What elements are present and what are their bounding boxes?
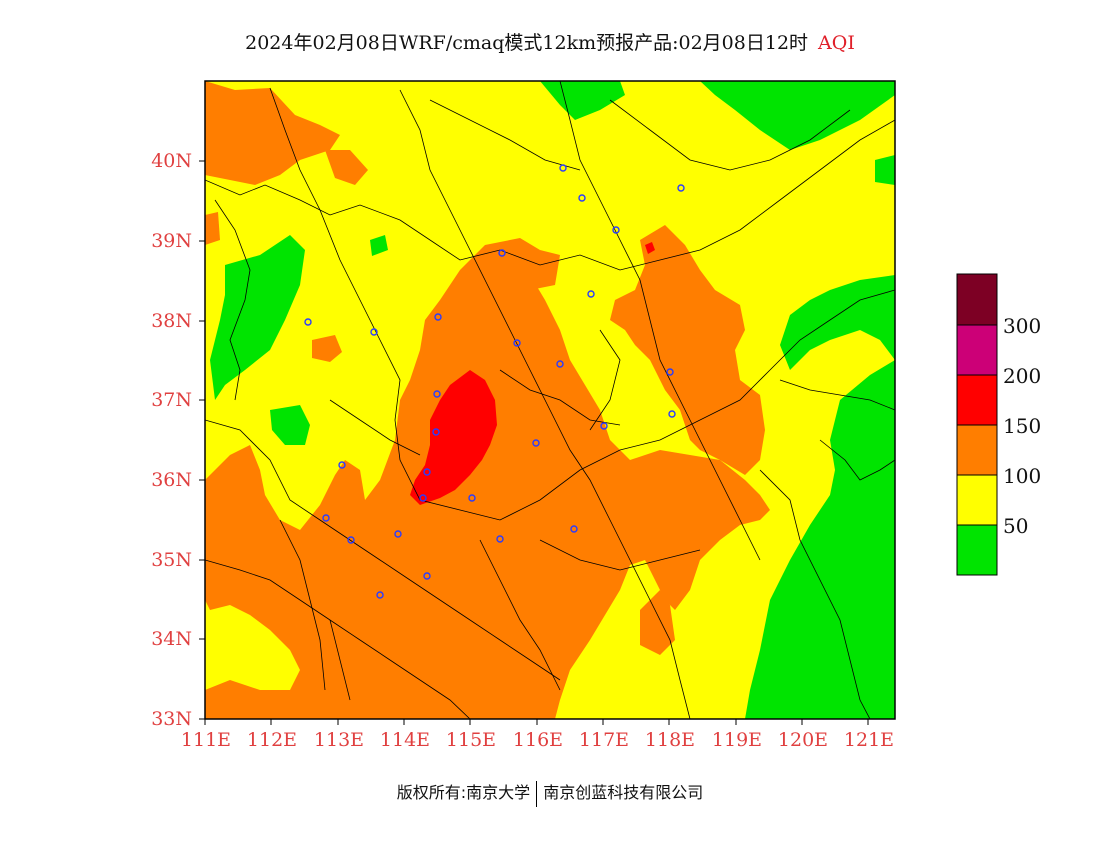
station-icon	[468, 494, 476, 502]
aqi-zone-red-spot	[645, 242, 655, 254]
aqi-zone-orange-north-spot2	[525, 250, 560, 290]
aqi-field	[205, 81, 895, 719]
station-icon	[559, 164, 567, 172]
legend-swatch-level5	[956, 324, 998, 376]
lon-label: 114E	[379, 729, 431, 751]
lon-label: 112E	[246, 729, 298, 751]
copyright-footer: 版权所有:南京大学 南京创蓝科技有限公司	[0, 779, 1100, 807]
legend-swatch-level1	[956, 524, 998, 576]
aqi-zone-green-east-sea	[745, 160, 895, 719]
legend-swatch-level6	[956, 273, 998, 326]
map-title: 2024年02月08日WRF/cmaq模式12km预报产品:02月08日12时 A…	[0, 28, 1100, 55]
station-icon	[513, 339, 521, 347]
lat-label: 39N	[151, 230, 192, 252]
aqi-zone-orange-south-east	[640, 590, 675, 655]
station-icon	[578, 194, 586, 202]
legend-label: 200	[1003, 364, 1042, 388]
station-icon	[423, 468, 431, 476]
station-icon	[556, 360, 564, 368]
station-icon	[600, 422, 608, 430]
station-icon	[322, 514, 330, 522]
lon-label: 113E	[313, 729, 365, 751]
lon-label: 116E	[512, 729, 564, 751]
aqi-zone-green-northwest	[540, 81, 625, 120]
lat-label: 40N	[151, 150, 192, 172]
legend-swatch-level3	[956, 424, 998, 476]
aqi-zone-green-spot	[370, 235, 388, 256]
station-icon	[432, 428, 440, 436]
lon-label: 115E	[445, 729, 497, 751]
lat-label: 38N	[151, 310, 192, 332]
axis-ticks	[199, 160, 869, 725]
legend-swatch-level4	[956, 374, 998, 426]
station-icon	[376, 591, 384, 599]
aqi-zone-green-west	[210, 235, 305, 400]
station-markers	[304, 164, 685, 599]
lat-label: 33N	[151, 708, 192, 730]
station-icon	[587, 290, 595, 298]
station-icon	[434, 313, 442, 321]
lon-label: 121E	[843, 729, 895, 751]
aqi-zone-orange-west-edge	[205, 212, 220, 245]
aqi-zone-green-northeast	[700, 81, 895, 150]
admin-boundaries	[205, 81, 895, 719]
legend-label: 150	[1003, 414, 1042, 438]
lon-label: 120E	[777, 729, 829, 751]
aqi-zone-orange-north-spot	[325, 150, 368, 185]
title-aqi-tag: AQI	[818, 32, 855, 54]
copyright-left: 版权所有:南京大学	[396, 783, 531, 802]
station-icon	[666, 368, 674, 376]
station-icon	[394, 530, 402, 538]
legend-swatch-level2	[956, 474, 998, 526]
aqi-zone-red-central	[410, 370, 497, 505]
station-icon	[347, 536, 355, 544]
lat-label: 37N	[151, 389, 192, 411]
aqi-legend-bar	[956, 273, 998, 576]
lat-label: 36N	[151, 469, 192, 491]
aqi-zone-orange-central-south	[205, 238, 770, 719]
lon-label: 118E	[644, 729, 696, 751]
legend-label: 100	[1003, 464, 1042, 488]
station-icon	[612, 226, 620, 234]
station-icon	[423, 572, 431, 580]
station-icon	[433, 390, 441, 398]
station-icon	[370, 328, 378, 336]
station-icon	[338, 461, 346, 469]
station-icon	[419, 494, 427, 502]
aqi-zone-green-northeast-edge	[875, 155, 895, 185]
copyright-right: 南京创蓝科技有限公司	[543, 783, 704, 802]
lon-label: 119E	[711, 729, 763, 751]
aqi-zone-orange-small-west	[312, 335, 342, 362]
station-icon	[498, 249, 506, 257]
lat-label: 34N	[151, 628, 192, 650]
footer-divider	[536, 780, 538, 807]
lon-label: 117E	[578, 729, 630, 751]
station-icon	[532, 439, 540, 447]
station-icon	[304, 318, 312, 326]
title-text: 2024年02月08日WRF/cmaq模式12km预报产品:02月08日12时	[245, 32, 809, 54]
station-icon	[496, 535, 504, 543]
lon-label: 111E	[180, 729, 232, 751]
lat-label: 35N	[151, 549, 192, 571]
aqi-zone-orange-northwest	[205, 81, 340, 185]
legend-label: 300	[1003, 314, 1042, 338]
station-icon	[668, 410, 676, 418]
aqi-zone-green-west-small	[270, 405, 310, 445]
station-icon	[570, 525, 578, 533]
aqi-zone-orange-east	[610, 225, 765, 475]
legend-label: 50	[1003, 514, 1029, 538]
station-icon	[677, 184, 685, 192]
